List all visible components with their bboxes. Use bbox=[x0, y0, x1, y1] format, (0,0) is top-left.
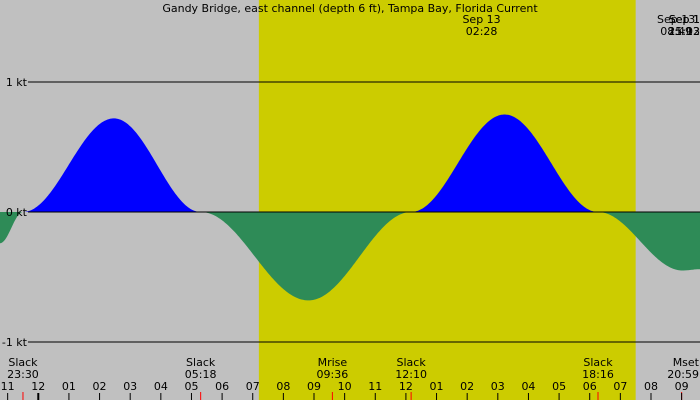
event-time-3: 12:10 bbox=[395, 368, 427, 381]
event-time-0: 23:30 bbox=[7, 368, 39, 381]
event-time-4: 18:16 bbox=[582, 368, 614, 381]
y-tick-label-0: 1 kt bbox=[6, 76, 28, 89]
hour-label-14: 01 bbox=[430, 380, 444, 393]
hour-label-9: 08 bbox=[276, 380, 290, 393]
flood-area-1 bbox=[23, 118, 200, 212]
ebb-area-4 bbox=[598, 212, 700, 271]
chart-title: Gandy Bridge, east channel (depth 6 ft),… bbox=[162, 2, 538, 15]
ebb-area-0 bbox=[0, 212, 22, 244]
hour-label-1: 12 bbox=[31, 380, 45, 393]
event-name-2: Mrise bbox=[318, 356, 348, 369]
hour-label-16: 03 bbox=[491, 380, 505, 393]
peak-date-0: Sep 13 bbox=[462, 13, 500, 26]
peak-time-1: 08:49 bbox=[660, 25, 692, 38]
hour-label-17: 04 bbox=[521, 380, 535, 393]
peak-date-2: Sep 1 bbox=[669, 13, 700, 26]
event-name-0: Slack bbox=[8, 356, 38, 369]
event-name-4: Slack bbox=[583, 356, 613, 369]
peak-time-0: 02:28 bbox=[466, 25, 498, 38]
hour-label-6: 05 bbox=[184, 380, 198, 393]
hour-label-8: 07 bbox=[246, 380, 260, 393]
y-tick-label-2: -1 kt bbox=[2, 336, 28, 349]
hour-label-15: 02 bbox=[460, 380, 474, 393]
hour-label-13: 12 bbox=[399, 380, 413, 393]
peak-time-3: 21:02 bbox=[668, 25, 700, 38]
hour-label-10: 09 bbox=[307, 380, 321, 393]
event-time-1: 05:18 bbox=[185, 368, 217, 381]
event-time-5: 20:59 bbox=[667, 368, 699, 381]
hour-label-0: 11 bbox=[1, 380, 15, 393]
hour-label-20: 07 bbox=[613, 380, 627, 393]
hour-label-4: 03 bbox=[123, 380, 137, 393]
event-name-3: Slack bbox=[397, 356, 427, 369]
event-name-5: Mset bbox=[673, 356, 700, 369]
event-name-1: Slack bbox=[186, 356, 216, 369]
hour-label-21: 08 bbox=[644, 380, 658, 393]
hour-label-18: 05 bbox=[552, 380, 566, 393]
peak-date-1: Sep 13 bbox=[657, 13, 695, 26]
hour-label-19: 06 bbox=[583, 380, 597, 393]
event-time-2: 09:36 bbox=[317, 368, 349, 381]
flood-area-3 bbox=[412, 114, 597, 212]
hour-label-7: 06 bbox=[215, 380, 229, 393]
hour-label-3: 02 bbox=[93, 380, 107, 393]
hour-label-2: 01 bbox=[62, 380, 76, 393]
hour-label-12: 11 bbox=[368, 380, 382, 393]
peak-time-2: 15:13 bbox=[668, 25, 700, 38]
y-tick-label-1: 0 kt bbox=[6, 206, 28, 219]
peak-date-3: Sep 1 bbox=[669, 13, 700, 26]
hour-label-5: 04 bbox=[154, 380, 168, 393]
hour-label-11: 10 bbox=[338, 380, 352, 393]
hour-label-22: 09 bbox=[675, 380, 689, 393]
ebb-area-2 bbox=[201, 212, 411, 301]
